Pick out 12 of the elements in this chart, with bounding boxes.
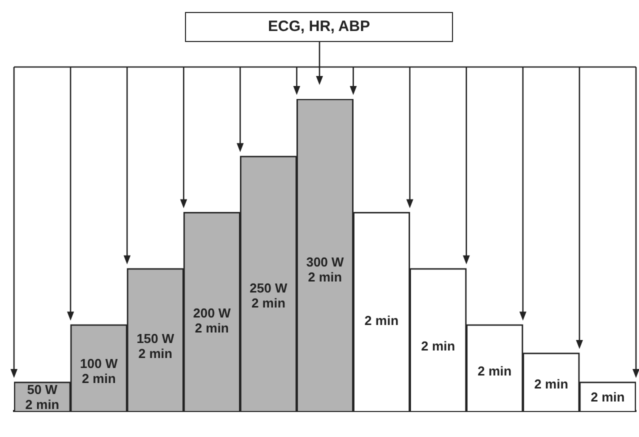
- annotation: 100 W 2 min: [80, 356, 118, 386]
- annotation: 50 W 2 min: [25, 382, 60, 412]
- annotation: 2 min: [421, 338, 456, 354]
- annotation: 2 min: [478, 364, 512, 379]
- annotation: 2 min: [534, 376, 568, 392]
- annotation: 200 W 2 min: [193, 306, 232, 336]
- annotation: 150 W 2 min: [136, 330, 175, 361]
- chart-title: ECG, HR, ABP: [185, 12, 453, 42]
- annotation: 2 min: [590, 390, 625, 405]
- annotation: 300 W 2 min: [306, 254, 345, 285]
- annotation: 250 W 2 min: [250, 280, 288, 310]
- annotation: 2 min: [364, 313, 399, 328]
